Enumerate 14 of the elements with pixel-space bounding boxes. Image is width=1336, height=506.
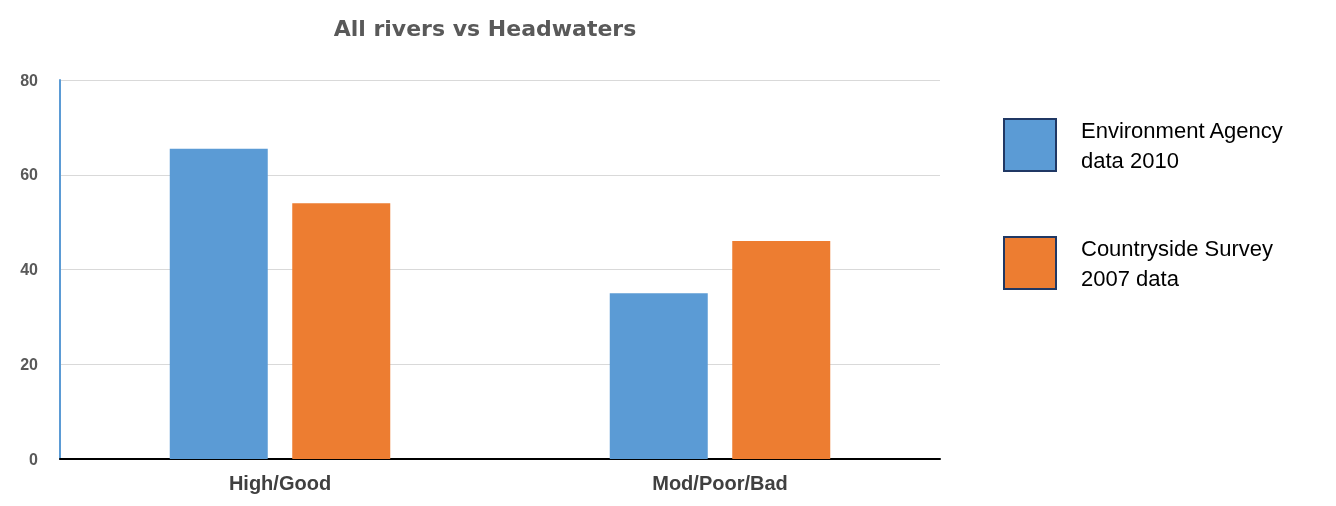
y-tick-label: 20 <box>20 355 39 373</box>
bar <box>292 203 391 459</box>
y-tick-label: 80 <box>20 71 39 89</box>
legend-label: Environment Agency data 2010 <box>1081 117 1289 173</box>
chart-title: All rivers vs Headwaters <box>333 15 637 41</box>
x-tick-label: Mod/Poor/Bad <box>652 472 788 494</box>
bar <box>609 293 708 459</box>
y-tick-label: 60 <box>20 166 39 184</box>
y-tick-label: 40 <box>20 261 39 278</box>
x-tick-label: High/Good <box>228 472 332 494</box>
y-tick-label: 0 <box>29 450 39 468</box>
bar <box>169 148 268 459</box>
legend-label: Countryside Survey 2007 data <box>1081 235 1280 291</box>
bar <box>732 241 831 459</box>
